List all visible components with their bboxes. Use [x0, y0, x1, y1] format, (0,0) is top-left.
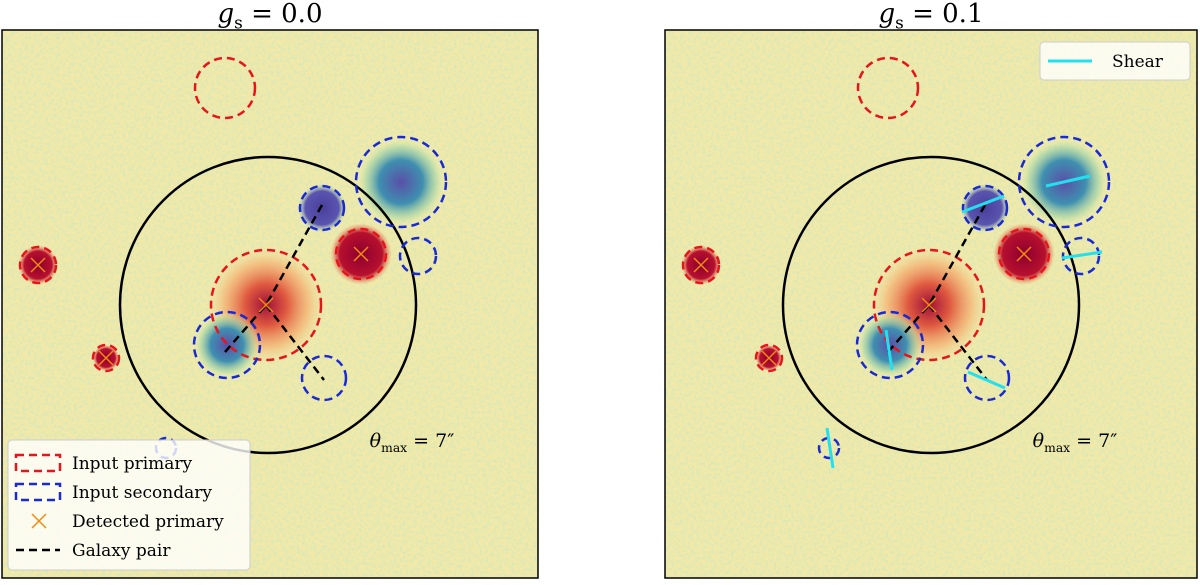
legend-label: Input secondary	[72, 483, 212, 503]
detected-primary	[921, 297, 937, 313]
theta-max-circle	[118, 155, 418, 455]
input-circle	[856, 56, 920, 120]
input-circle	[855, 310, 925, 380]
input-circle	[997, 227, 1051, 281]
detected-primary	[98, 350, 114, 366]
theta-label: θmax = 7″	[370, 430, 455, 455]
shear	[961, 194, 1005, 214]
subscript: s	[895, 13, 904, 33]
input-circle	[334, 227, 388, 281]
legend-box	[1039, 41, 1191, 81]
symbol: g	[879, 0, 896, 29]
symbol: g	[218, 0, 235, 29]
detected-primary	[761, 350, 777, 366]
panel	[1, 29, 539, 579]
input-circle	[193, 56, 257, 120]
detected-primary	[693, 257, 709, 273]
legend-label: Galaxy pair	[72, 541, 171, 561]
galaxy-pair	[265, 304, 325, 381]
shear	[1045, 174, 1091, 188]
galaxy	[194, 312, 260, 378]
shear	[967, 370, 1006, 390]
galaxy-pair	[887, 204, 987, 353]
detected-primary	[30, 257, 46, 273]
input-circle	[1061, 236, 1101, 276]
panel-title: gs = 0.0	[218, 0, 323, 33]
legend-box	[7, 439, 251, 571]
input-circle	[681, 245, 721, 285]
input-circle	[18, 245, 58, 285]
subscript: max	[381, 441, 407, 455]
input-circle	[192, 310, 262, 380]
legend-symbol	[14, 453, 62, 473]
input-circle	[961, 184, 1009, 232]
legend-label: Detected primary	[72, 512, 224, 532]
input-circle	[872, 248, 986, 362]
input-circle	[209, 248, 323, 362]
shear	[1061, 250, 1103, 260]
panel	[664, 29, 1198, 579]
legend-label: Input primary	[72, 454, 193, 474]
text: = 7″	[407, 430, 454, 452]
input-circle	[963, 354, 1011, 402]
frame	[1, 29, 539, 579]
symbol: θ	[370, 430, 382, 452]
symbol: θ	[1033, 430, 1045, 452]
theta-label: θmax = 7″	[1033, 430, 1118, 455]
panel-title: gs = 0.1	[879, 0, 984, 33]
shear	[884, 329, 894, 371]
subscript: s	[234, 13, 243, 33]
input-circle	[91, 343, 121, 373]
theta-max-circle	[781, 155, 1081, 455]
galaxy	[297, 183, 347, 233]
frame	[664, 29, 1198, 579]
legend-symbol	[31, 513, 47, 529]
galaxy-pair	[224, 204, 324, 353]
input-circle	[300, 354, 348, 402]
detected-primary	[1016, 246, 1032, 262]
legend-symbol	[14, 482, 62, 502]
detected-primary	[353, 246, 369, 262]
input-circle	[1017, 135, 1111, 229]
shear	[825, 427, 835, 469]
galaxy	[960, 183, 1010, 233]
subscript: max	[1044, 441, 1070, 455]
input-circle	[754, 343, 784, 373]
text: = 0.1	[904, 0, 984, 29]
text: = 0.0	[243, 0, 323, 29]
detected-primary	[258, 297, 274, 313]
text: = 7″	[1070, 430, 1117, 452]
galaxy	[357, 138, 445, 226]
galaxy	[857, 312, 923, 378]
input-circle	[298, 184, 346, 232]
galaxy-pair	[928, 304, 988, 381]
legend-label: Shear	[1112, 52, 1164, 72]
input-circle	[354, 135, 448, 229]
input-circle	[398, 236, 438, 276]
